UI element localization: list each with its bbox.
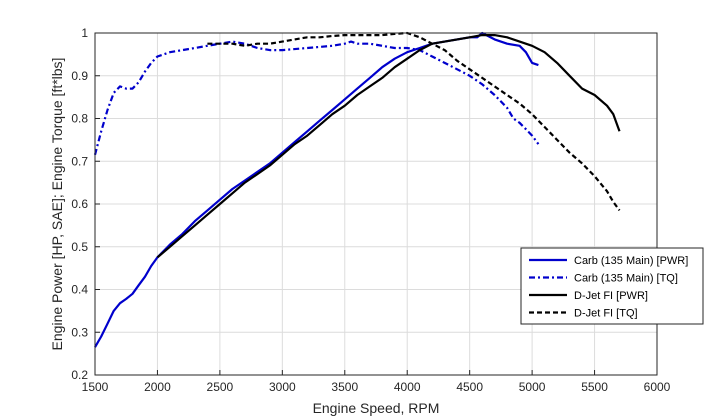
legend-label-2: D-Jet FI [PWR] [574, 290, 648, 302]
y-tick-label: 1 [81, 26, 88, 40]
x-tick-label: 3000 [269, 380, 296, 394]
y-axis-label: Engine Power [HP, SAE]; Engine Torque [f… [49, 58, 65, 351]
y-tick-label: 0.7 [71, 154, 88, 168]
x-tick-label: 3500 [331, 380, 358, 394]
y-tick-label: 0.4 [71, 283, 88, 297]
legend-label-3: D-Jet FI [TQ] [574, 308, 638, 320]
x-axis-label: Engine Speed, RPM [313, 400, 440, 416]
x-tick-label: 6000 [644, 380, 671, 394]
x-tick-label: 5000 [519, 380, 546, 394]
series-line-1 [93, 40, 540, 156]
y-tick-label: 0.6 [71, 197, 88, 211]
x-tick-label: 4000 [394, 380, 421, 394]
legend-label-1: Carb (135 Main) [TQ] [574, 273, 678, 285]
x-tick-label: 4500 [456, 380, 483, 394]
x-tick-label: 2500 [207, 380, 234, 394]
y-tick-label: 0.9 [71, 69, 88, 83]
legend: Carb (135 Main) [PWR] Carb (135 Main) [TQ… [520, 247, 704, 325]
y-tick-label: 0.5 [71, 240, 88, 254]
series-line-2 [156, 34, 621, 259]
x-tick-label: 1500 [82, 380, 109, 394]
tick-layer: 1500 2000 2500 3000 3500 4000 4500 5000 5500 6000… [71, 26, 670, 394]
x-tick-label: 2000 [144, 380, 171, 394]
series-line-3 [207, 31, 621, 212]
x-tick-label: 5500 [581, 380, 608, 394]
y-tick-label: 0.3 [71, 325, 88, 339]
legend-label-0: Carb (135 Main) [PWR] [574, 255, 688, 267]
y-tick-label: 0.8 [71, 112, 88, 126]
series-layer [93, 31, 621, 348]
y-tick-label: 0.2 [71, 368, 88, 382]
